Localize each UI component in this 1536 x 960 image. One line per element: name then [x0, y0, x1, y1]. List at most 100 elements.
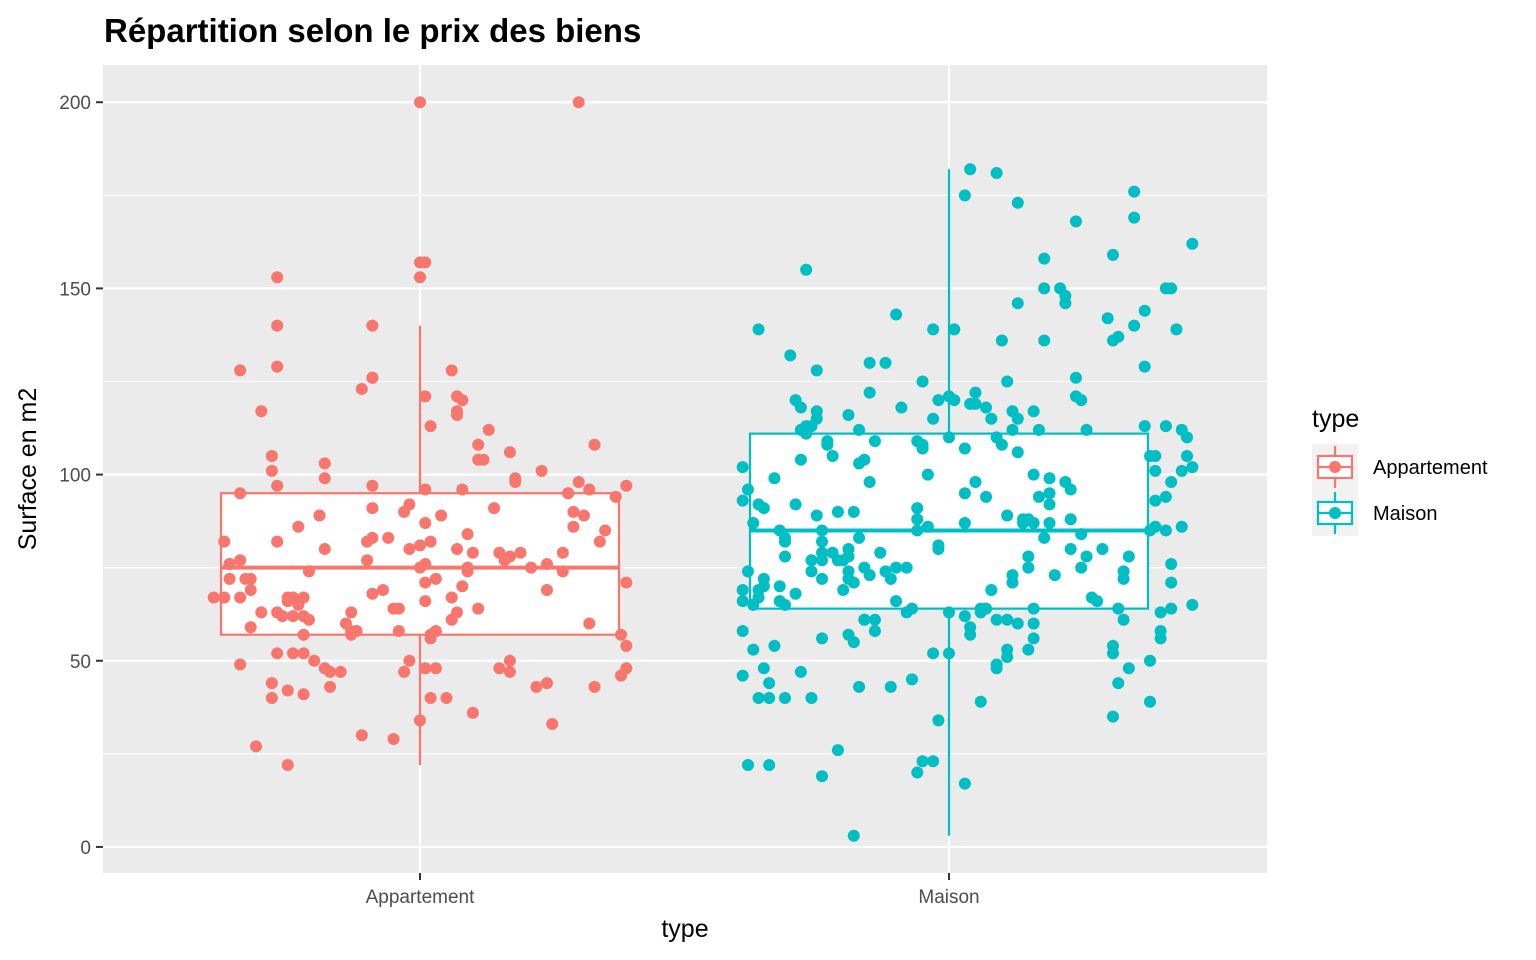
- data-point-appartement: [234, 554, 247, 567]
- data-point-maison: [980, 490, 993, 503]
- data-point-maison: [964, 628, 977, 641]
- legend-item-appartement: Appartement: [1312, 444, 1488, 490]
- data-point-appartement: [292, 598, 305, 611]
- data-point-appartement: [234, 591, 247, 604]
- data-point-appartement: [414, 96, 426, 109]
- data-point-maison: [905, 602, 918, 615]
- data-point-appartement: [218, 535, 231, 548]
- data-point-maison: [1043, 472, 1056, 485]
- data-point-maison: [1027, 468, 1040, 481]
- data-point-maison: [794, 453, 807, 466]
- data-point-maison: [969, 397, 982, 410]
- data-point-appartement: [403, 498, 416, 511]
- data-point-appartement: [403, 654, 416, 667]
- data-point-maison: [1165, 602, 1178, 615]
- data-point-appartement: [562, 487, 575, 500]
- data-point-maison: [842, 409, 855, 422]
- legend-label: Maison: [1373, 503, 1437, 525]
- data-point-maison: [800, 263, 813, 276]
- data-point-appartement: [324, 665, 337, 678]
- data-point-appartement: [615, 628, 628, 641]
- data-point-appartement: [514, 546, 527, 559]
- data-point-appartement: [392, 624, 405, 637]
- data-point-appartement: [414, 271, 426, 284]
- data-point-appartement: [424, 420, 437, 433]
- data-point-maison: [990, 613, 1003, 626]
- data-point-maison: [1027, 632, 1040, 645]
- data-point-maison: [763, 691, 776, 704]
- data-point-maison: [980, 401, 993, 414]
- data-point-maison: [995, 334, 1008, 347]
- data-point-appartement: [318, 472, 331, 485]
- data-point-appartement: [472, 438, 485, 451]
- data-point-maison: [1149, 449, 1162, 462]
- data-point-appartement: [398, 665, 411, 678]
- data-point-maison: [1128, 319, 1141, 332]
- data-point-maison: [884, 572, 897, 585]
- data-point-maison: [905, 673, 918, 686]
- legend-key-point: [1329, 461, 1341, 473]
- data-point-maison: [1117, 572, 1130, 585]
- data-point-appartement: [509, 472, 522, 485]
- data-point-maison: [943, 431, 955, 444]
- data-point-appartement: [302, 565, 315, 578]
- data-point-maison: [1138, 420, 1151, 433]
- data-point-appartement: [265, 464, 278, 477]
- data-point-appartement: [366, 587, 379, 600]
- data-point-maison: [736, 494, 749, 507]
- data-point-maison: [1144, 654, 1157, 667]
- data-point-maison: [1091, 595, 1104, 608]
- data-point-appartement: [244, 584, 257, 597]
- data-point-maison: [895, 401, 908, 414]
- data-point-maison: [847, 636, 860, 649]
- data-point-maison: [826, 449, 839, 462]
- data-point-maison: [1122, 550, 1135, 563]
- data-point-appartement: [414, 714, 426, 727]
- data-point-appartement: [477, 453, 490, 466]
- data-point-appartement: [620, 576, 633, 589]
- data-point-maison: [1144, 695, 1157, 708]
- x-axis-title: type: [661, 915, 708, 943]
- data-point-maison: [985, 412, 998, 425]
- data-point-appartement: [445, 364, 458, 377]
- data-point-appartement: [588, 438, 601, 451]
- data-point-appartement: [382, 531, 395, 544]
- data-point-maison: [927, 323, 940, 336]
- data-point-maison: [1038, 252, 1051, 265]
- data-point-maison: [757, 502, 770, 515]
- data-point-appartement: [567, 505, 580, 518]
- data-point-maison: [868, 624, 881, 637]
- data-point-maison: [736, 669, 749, 682]
- data-point-appartement: [593, 535, 606, 548]
- data-point-maison: [927, 755, 940, 768]
- data-point-maison: [741, 483, 754, 496]
- data-point-appartement: [535, 464, 548, 477]
- data-point-maison: [853, 531, 866, 544]
- data-point-maison: [1159, 524, 1172, 537]
- data-point-maison: [921, 520, 934, 533]
- data-point-appartement: [419, 390, 432, 403]
- data-point-maison: [1186, 598, 1199, 611]
- data-point-maison: [932, 714, 945, 727]
- data-point-maison: [863, 386, 876, 399]
- y-axis: 0 50 100 150 200: [59, 93, 103, 859]
- data-point-maison: [1006, 423, 1019, 436]
- data-point-maison: [789, 498, 802, 511]
- data-point-maison: [1064, 483, 1077, 496]
- data-point-maison: [831, 744, 844, 757]
- data-point-appartement: [540, 557, 553, 570]
- data-point-maison: [821, 438, 834, 451]
- data-point-appartement: [271, 319, 284, 332]
- data-point-appartement: [392, 602, 405, 615]
- y-tick-label: 0: [80, 838, 91, 859]
- data-point-maison: [768, 639, 781, 652]
- legend-keys: Appartement Maison: [1312, 444, 1488, 536]
- data-point-maison: [1075, 528, 1088, 541]
- data-point-appartement: [318, 543, 331, 556]
- legend-title: type: [1312, 405, 1359, 433]
- data-point-maison: [794, 665, 807, 678]
- data-point-maison: [858, 453, 871, 466]
- data-point-maison: [911, 524, 924, 537]
- data-point-maison: [752, 591, 765, 604]
- data-point-maison: [868, 613, 881, 626]
